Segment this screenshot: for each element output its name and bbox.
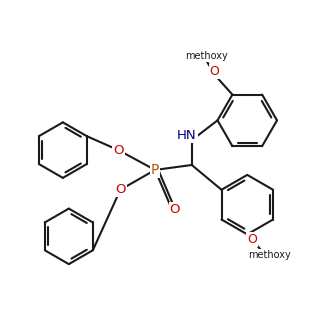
Text: O: O: [210, 65, 219, 78]
Text: O: O: [170, 203, 180, 216]
Text: methoxy: methoxy: [185, 51, 228, 61]
Text: P: P: [151, 163, 159, 177]
Text: O: O: [115, 183, 126, 196]
Text: methoxy: methoxy: [248, 250, 291, 260]
Text: HN: HN: [177, 129, 197, 142]
Text: O: O: [247, 233, 257, 246]
Text: O: O: [113, 144, 124, 157]
